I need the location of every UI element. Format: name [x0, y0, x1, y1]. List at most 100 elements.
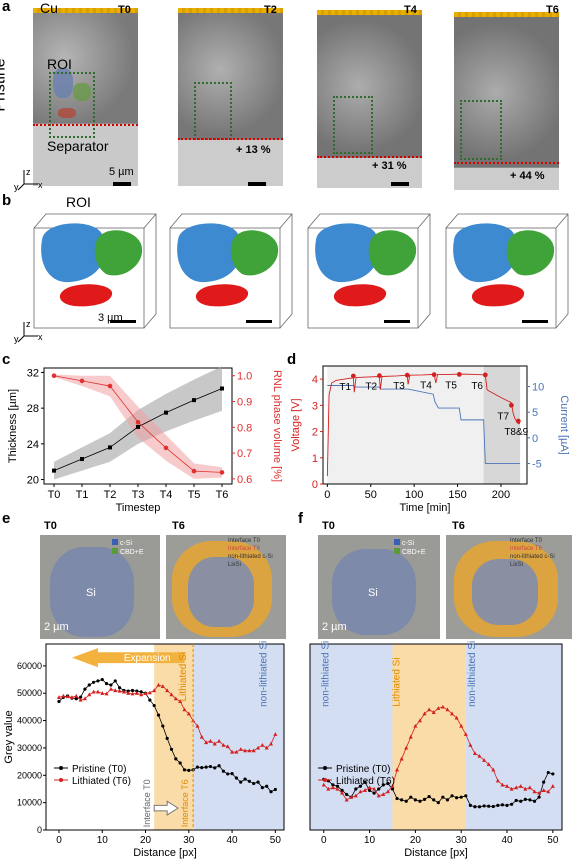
- lithiated-point: [537, 790, 542, 795]
- x-axis-label: Time [min]: [400, 502, 451, 514]
- lithiated-point: [82, 696, 87, 701]
- lithiated-point: [514, 785, 519, 790]
- timestep-label-t6: T6: [546, 4, 559, 16]
- separator-region: [454, 168, 559, 190]
- lithiated-point: [523, 786, 528, 791]
- lithiated-point: [247, 748, 252, 753]
- lithiated-point: [264, 745, 269, 750]
- axis-z-label: z: [26, 167, 31, 177]
- lithiated-point: [251, 748, 256, 753]
- pristine-point: [200, 766, 204, 770]
- lithiated-point: [436, 706, 441, 710]
- lithiated-point: [344, 797, 349, 802]
- lithiated-point: [91, 689, 96, 694]
- scale-bar: [391, 182, 409, 186]
- x-tick-label: 50: [270, 835, 282, 846]
- x-tick-label: T4: [160, 489, 173, 501]
- timestep-marker: [350, 373, 356, 379]
- lithiated-point: [381, 792, 386, 797]
- panel-f-t0-label: T0: [322, 520, 335, 532]
- pristine-point: [221, 769, 226, 773]
- scale-bar: [384, 320, 410, 323]
- lithiated-point: [541, 788, 546, 792]
- pristine-point: [381, 783, 385, 787]
- lithiated-point: [486, 762, 491, 766]
- pristine-point: [532, 799, 537, 803]
- lithiated-point: [87, 692, 92, 697]
- non-lithiated-si-label-right: non-lithiated Si: [467, 641, 478, 707]
- si-label: Si: [368, 587, 378, 599]
- pristine-point: [464, 794, 468, 798]
- pristine-point: [260, 786, 264, 790]
- lithiated-point: [395, 767, 400, 772]
- tomo-slice-t4: [317, 10, 422, 188]
- pristine-point: [178, 761, 182, 765]
- pristine-point: [340, 788, 344, 792]
- y-tick-label: 30000: [17, 743, 42, 753]
- legend-marker-pristine: [323, 766, 327, 770]
- lithiated-point: [527, 785, 532, 790]
- lithiated-point: [100, 691, 105, 695]
- pristine-point: [113, 679, 117, 683]
- pristine-point: [345, 792, 349, 797]
- y-tick-label: 4: [312, 374, 318, 386]
- lithiated-point: [56, 695, 61, 699]
- rnl-point: [107, 383, 113, 389]
- lithiated-point: [199, 734, 204, 739]
- x-tick-label: 150: [448, 489, 466, 501]
- lithiated-point: [495, 778, 500, 783]
- timestep-marker: [431, 372, 437, 378]
- pristine-point: [487, 804, 491, 808]
- lithiated-point: [165, 688, 170, 693]
- lithiated-point: [463, 732, 468, 736]
- pristine-point: [335, 784, 340, 788]
- thickness-point: [80, 457, 84, 462]
- lithiated-point: [431, 710, 436, 714]
- pristine-point: [500, 803, 505, 807]
- timestep-marker-label: T1: [339, 382, 351, 393]
- non-lithiated-si-label-left: non-lithiated Si: [320, 641, 331, 707]
- legend-label-pristine: Pristine (T0): [72, 764, 126, 775]
- lithiated-point: [74, 693, 79, 698]
- lithiated-point: [404, 745, 409, 750]
- legend-c-si: c-Si: [394, 539, 414, 547]
- y-tick-label: 20: [27, 475, 39, 487]
- lithiated-point: [427, 707, 432, 712]
- pristine-point: [252, 781, 256, 786]
- x-axis-label: Distance [px]: [404, 847, 468, 859]
- lithiated-point: [186, 711, 191, 716]
- pristine-point: [208, 764, 213, 769]
- y-axis-label: Voltage [V]: [290, 398, 302, 451]
- pristine-point: [217, 764, 221, 768]
- non-lithiated-si-label: non-lithiated Si: [259, 641, 270, 707]
- rnl-point: [219, 470, 225, 475]
- pristine-point: [230, 772, 234, 776]
- roi-cube-0: [33, 213, 157, 329]
- pristine-point: [256, 780, 260, 784]
- axis-x-label: x: [38, 180, 43, 190]
- roi-label-b: ROI: [66, 194, 91, 210]
- scale-bar: [110, 320, 136, 323]
- pristine-point: [363, 780, 367, 784]
- roi-3d-renderings: [33, 213, 569, 329]
- timestep-marker-label: T8&9: [504, 427, 528, 438]
- lithiated-point: [269, 741, 274, 746]
- lithiated-point: [367, 785, 372, 790]
- lithiated-point: [532, 789, 537, 794]
- pristine-point: [152, 703, 156, 708]
- x-tick-label: T1: [76, 489, 89, 501]
- lithiated-point: [121, 689, 126, 694]
- pristine-point: [96, 679, 100, 683]
- interface-t6-label: Interface T6: [180, 779, 190, 827]
- legend-label-lithiated: Lithiated (T6): [336, 776, 395, 787]
- cu-current-collector: [178, 8, 283, 13]
- thickness-point: [136, 424, 140, 429]
- pristine-point: [226, 772, 230, 776]
- scale-label-f: 2 µm: [322, 621, 347, 633]
- axis-y-label: y: [14, 182, 19, 192]
- particle-green: [506, 230, 555, 276]
- lithiated-point: [349, 794, 354, 799]
- lithiated-point: [225, 744, 230, 749]
- x-axis-label: Distance [px]: [133, 847, 197, 859]
- separator-label: Separator: [47, 138, 109, 154]
